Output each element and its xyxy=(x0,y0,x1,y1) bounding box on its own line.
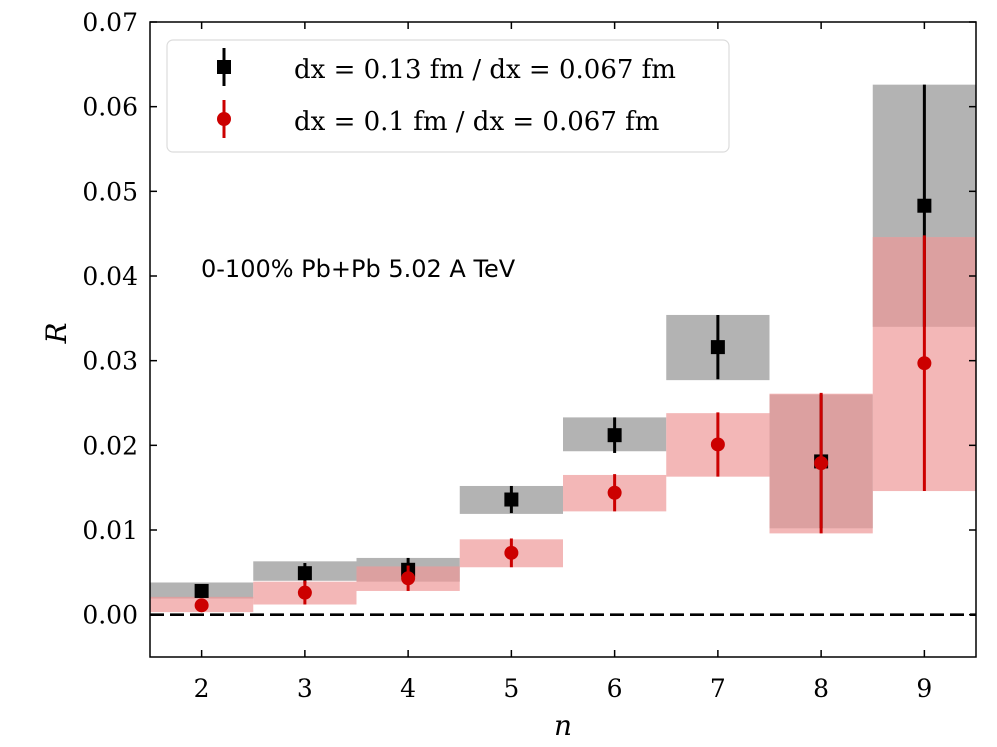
tick-labels: 2 3 4 5 6 7 8 9 0.00 0.01 0.02 0.03 0.04 0.05 0.06 0.07 xyxy=(82,8,932,703)
y-tick-label-0.05: 0.05 xyxy=(82,177,138,206)
point-series0-n3 xyxy=(297,566,312,581)
point-series1-n9 xyxy=(917,356,932,371)
legend-box xyxy=(166,39,730,153)
y-tick-label-0.00: 0.00 xyxy=(82,601,138,630)
x-axis-label: n xyxy=(554,709,572,742)
point-series1-n6 xyxy=(607,485,622,500)
point-series0-n6 xyxy=(607,428,622,443)
x-tick-label-4: 4 xyxy=(400,674,416,703)
point-series1-n4 xyxy=(401,571,416,586)
x-tick-label-6: 6 xyxy=(607,674,623,703)
x-tick-label-9: 9 xyxy=(916,674,932,703)
legend-label-0: dx = 0.13 fm / dx = 0.067 fm xyxy=(294,55,676,85)
legend-label-1: dx = 0.1 fm / dx = 0.067 fm xyxy=(294,107,659,137)
y-tick-label-0.04: 0.04 xyxy=(82,262,138,291)
legend: dx = 0.13 fm / dx = 0.067 fm dx = 0.1 fm… xyxy=(166,39,730,153)
y-tick-label-0.02: 0.02 xyxy=(82,431,138,460)
x-tick-label-2: 2 xyxy=(194,674,210,703)
x-tick-label-3: 3 xyxy=(297,674,313,703)
point-series0-n9 xyxy=(917,198,932,213)
legend-marker-circle xyxy=(217,112,231,126)
x-tick-label-8: 8 xyxy=(813,674,829,703)
data-points xyxy=(194,84,932,613)
y-tick-label-0.07: 0.07 xyxy=(82,8,138,37)
y-tick-label-0.06: 0.06 xyxy=(82,93,138,122)
error-bands xyxy=(150,84,976,613)
y-tick-label-0.01: 0.01 xyxy=(82,516,138,545)
x-tick-label-5: 5 xyxy=(503,674,519,703)
point-series0-n5 xyxy=(504,492,519,507)
plot-frame xyxy=(149,21,977,658)
y-axis-label: R xyxy=(40,322,73,344)
point-series0-n2 xyxy=(194,583,209,598)
legend-marker-square xyxy=(217,60,231,74)
point-series1-n2 xyxy=(194,598,209,613)
point-series0-n7 xyxy=(710,340,725,355)
y-tick-label-0.03: 0.03 xyxy=(82,347,138,376)
annotation-text: 0-100% Pb+Pb 5.02 A TeV xyxy=(201,255,516,283)
point-series1-n8 xyxy=(814,456,829,471)
point-series1-n7 xyxy=(710,437,725,452)
point-series1-n5 xyxy=(504,545,519,560)
point-series1-n3 xyxy=(297,585,312,600)
x-tick-label-7: 7 xyxy=(710,674,726,703)
